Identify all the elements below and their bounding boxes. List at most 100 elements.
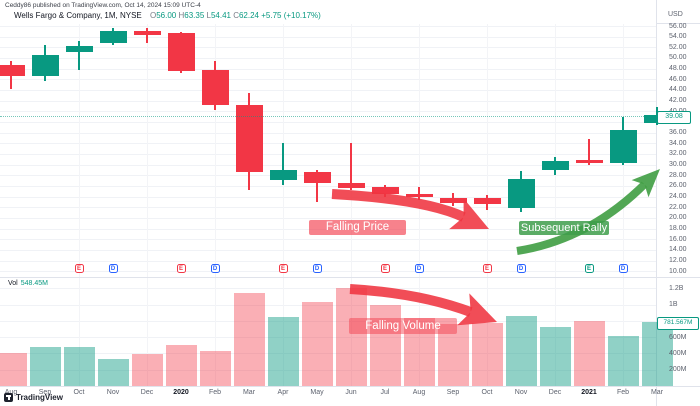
last-price-line bbox=[0, 116, 656, 118]
last-volume-axis-label: 781.567M bbox=[657, 316, 699, 330]
candle-up bbox=[65, 46, 93, 53]
price-tick-label: 42.00 bbox=[669, 97, 687, 105]
tradingview-watermark[interactable]: TradingView bbox=[4, 393, 63, 402]
price-gridline bbox=[0, 185, 656, 187]
volume-bar-down bbox=[0, 353, 27, 386]
vertical-gridline bbox=[283, 24, 284, 386]
published-attribution: Ceddy86 published on TradingView.com, Oc… bbox=[5, 2, 201, 9]
price-gridline bbox=[0, 68, 656, 70]
price-gridline bbox=[0, 196, 656, 198]
volume-tick-label: 200M bbox=[669, 366, 687, 374]
volume-bar-up bbox=[29, 346, 61, 386]
volume-bar-up bbox=[505, 316, 537, 386]
time-axis-label: Mar bbox=[242, 389, 256, 396]
price-tick-label: 10.00 bbox=[669, 267, 687, 275]
ohlc-key: L bbox=[206, 11, 211, 20]
falling-price-label[interactable]: Falling Price bbox=[309, 220, 406, 235]
ohlc-key: H bbox=[178, 11, 185, 20]
time-axis-label: Jul bbox=[380, 389, 390, 396]
tradingview-logo-icon bbox=[4, 393, 13, 402]
candle-down bbox=[473, 198, 501, 205]
last-price-axis-label: 39.08 bbox=[657, 110, 691, 124]
vertical-gridline bbox=[147, 24, 148, 386]
tradingview-logo-text: TradingView bbox=[16, 393, 63, 402]
price-gridline bbox=[0, 89, 656, 91]
price-gridline bbox=[0, 36, 656, 38]
candle-wick-down bbox=[316, 169, 318, 202]
price-tick-label: 50.00 bbox=[669, 54, 687, 62]
vertical-gridline bbox=[215, 24, 216, 386]
volume-gridline bbox=[0, 288, 656, 290]
candle-wick-down bbox=[146, 28, 148, 44]
dividend-badge: D bbox=[312, 264, 322, 273]
candle-down bbox=[201, 69, 229, 105]
price-tick-label: 26.00 bbox=[669, 182, 687, 190]
candle-up bbox=[609, 129, 637, 164]
volume-bar-up bbox=[63, 346, 95, 386]
price-gridline bbox=[0, 26, 656, 27]
ohlc-value: 54.41 bbox=[210, 11, 234, 20]
price-tick-label: 32.00 bbox=[669, 150, 687, 158]
candle-wick-up bbox=[282, 142, 284, 185]
earnings-badge: E bbox=[74, 264, 84, 273]
candle-up bbox=[269, 169, 297, 180]
falling-volume-label[interactable]: Falling Volume bbox=[349, 318, 457, 334]
price-tick-label: 14.00 bbox=[669, 246, 687, 254]
dividend-badge: D bbox=[414, 264, 424, 273]
currency-label: USD bbox=[668, 11, 683, 18]
candle-down bbox=[439, 198, 467, 204]
price-tick-label: 34.00 bbox=[669, 139, 687, 147]
volume-bar-down bbox=[437, 324, 469, 386]
candle-down bbox=[405, 193, 433, 197]
symbol-title: Wells Fargo & Company, 1M, NYSE bbox=[14, 11, 142, 20]
ohlc-key: C bbox=[233, 11, 239, 20]
subsequent-rally-label[interactable]: Subsequent Rally bbox=[519, 221, 609, 235]
volume-bar-down bbox=[335, 287, 367, 386]
candle-down bbox=[167, 32, 195, 72]
volume-bar-down bbox=[233, 292, 265, 386]
price-gridline bbox=[0, 153, 656, 155]
price-tick-label: 54.00 bbox=[669, 33, 687, 41]
time-axis-label: Nov bbox=[514, 389, 528, 396]
falling-volume-arrow-shaft[interactable] bbox=[349, 284, 473, 317]
price-tick-label: 20.00 bbox=[669, 214, 687, 222]
volume-gridline bbox=[0, 337, 656, 339]
volume-legend-value: 548.45M bbox=[20, 280, 48, 287]
volume-bar-down bbox=[403, 317, 435, 386]
price-tick-label: 48.00 bbox=[669, 65, 687, 73]
symbol-legend[interactable]: Wells Fargo & Company, 1M, NYSE O56.00 H… bbox=[14, 11, 321, 20]
ohlc-key: O bbox=[149, 11, 157, 20]
price-tick-label: 18.00 bbox=[669, 225, 687, 233]
time-axis-label: Nov bbox=[106, 389, 120, 396]
price-tick-label: 28.00 bbox=[669, 171, 687, 179]
candle-wick-down bbox=[350, 142, 352, 191]
price-gridline bbox=[0, 121, 656, 123]
price-gridline bbox=[0, 79, 656, 81]
price-tick-label: 46.00 bbox=[669, 75, 687, 83]
volume-gridline bbox=[0, 369, 656, 371]
candle-up bbox=[507, 178, 535, 209]
earnings-badge: E bbox=[278, 264, 288, 273]
vertical-gridline bbox=[623, 24, 624, 386]
candle-down bbox=[133, 31, 161, 35]
time-axis-label: Mar bbox=[650, 389, 664, 396]
time-axis-label: Oct bbox=[73, 389, 85, 396]
volume-legend: Vol 548.45M bbox=[8, 280, 48, 287]
volume-gridline bbox=[0, 320, 656, 322]
price-gridline bbox=[0, 164, 656, 166]
price-scale-border bbox=[656, 0, 657, 406]
candle-wick-up bbox=[78, 41, 80, 70]
candle-down bbox=[575, 159, 603, 163]
time-axis-label: Sep bbox=[38, 389, 52, 396]
volume-bar-up bbox=[539, 327, 571, 386]
ohlc-values: O56.00 H63.35 L54.41 C62.24 bbox=[150, 11, 261, 20]
volume-tick-label: 1B bbox=[669, 301, 678, 309]
price-gridline bbox=[0, 271, 656, 273]
price-gridline bbox=[0, 207, 656, 209]
volume-legend-label: Vol bbox=[8, 280, 18, 287]
price-tick-label: 44.00 bbox=[669, 86, 687, 94]
volume-bar-down bbox=[573, 320, 605, 386]
time-axis-label: 2020 bbox=[173, 389, 189, 396]
volume-tick-label: 400M bbox=[669, 349, 687, 357]
price-gridline bbox=[0, 217, 656, 219]
